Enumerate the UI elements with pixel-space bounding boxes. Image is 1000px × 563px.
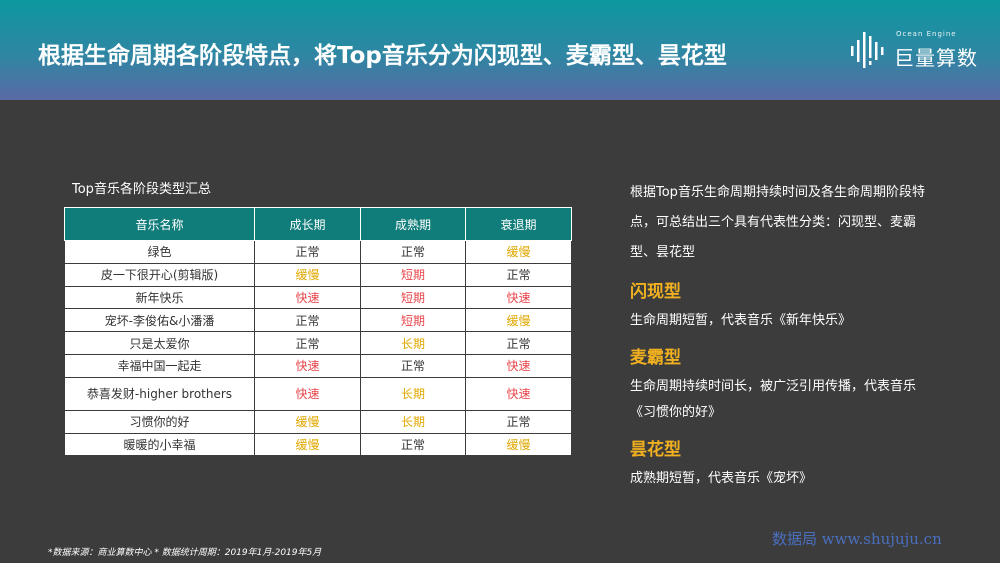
summary-panel: 根据Top音乐生命周期持续时间及各生命周期阶段特点，可总结出三个具有代表性分类：… — [630, 178, 930, 492]
cell-growth: 缓慢 — [254, 409, 361, 434]
logo-chinese-text: 巨量算数 — [894, 46, 978, 70]
cell-decline: 快速 — [465, 285, 572, 310]
logo-english-text: Ocean Engine — [896, 30, 957, 38]
category-flash: 闪现型 生命周期短暂，代表音乐《新年快乐》 — [630, 280, 930, 334]
header-music-name: 音乐名称 — [64, 207, 255, 241]
category-desc: 成熟期短暂，代表音乐《宠坏》 — [630, 471, 813, 486]
cell-decline: 快速 — [465, 376, 572, 411]
cell-growth: 缓慢 — [254, 432, 361, 457]
table-header-row: 音乐名称 成长期 成熟期 衰退期 — [64, 207, 572, 241]
table-row: 新年快乐 快速 短期 快速 — [64, 285, 572, 310]
category-desc: 生命周期持续时间长，被广泛引用传播，代表音乐《习惯你的好》 — [630, 379, 917, 420]
brand-logo: Ocean Engine 巨量算数 — [850, 28, 990, 72]
page-title: 根据生命周期各阶段特点，将Top音乐分为闪现型、麦霸型、昙花型 — [38, 43, 727, 69]
cell-decline: 缓慢 — [465, 308, 572, 333]
category-ephemeral: 昙花型 成熟期短暂，代表音乐《宠坏》 — [630, 438, 930, 492]
table-row: 恭喜发财-higher brothers 快速 长期 快速 — [64, 376, 572, 411]
cell-mature: 长期 — [360, 331, 466, 355]
cell-music-name: 皮一下很开心(剪辑版) — [64, 262, 255, 287]
cell-growth: 正常 — [254, 240, 361, 264]
cell-decline: 快速 — [465, 353, 572, 378]
data-source-footnote: *数据来源：商业算数中心 * 数据统计周期：2019年1月-2019年5月 — [48, 548, 322, 558]
cell-growth: 快速 — [254, 285, 361, 310]
header-decline: 衰退期 — [465, 207, 572, 241]
category-title: 麦霸型 — [630, 348, 681, 368]
cell-decline: 缓慢 — [465, 240, 572, 264]
table-row: 只是太爱你 正常 长期 正常 — [64, 331, 572, 355]
sound-wave-logo-icon — [851, 32, 884, 68]
table-row: 习惯你的好 缓慢 长期 正常 — [64, 409, 572, 434]
cell-growth: 缓慢 — [254, 262, 361, 287]
category-title: 闪现型 — [630, 282, 681, 302]
watermark-text: 数据局 www.shujuju.cn — [772, 530, 942, 548]
header-mature: 成熟期 — [360, 207, 466, 241]
cell-mature: 短期 — [360, 262, 466, 287]
cell-music-name: 习惯你的好 — [64, 409, 255, 434]
cell-music-name: 绿色 — [64, 240, 255, 264]
cell-music-name: 只是太爱你 — [64, 331, 255, 355]
summary-intro: 根据Top音乐生命周期持续时间及各生命周期阶段特点，可总结出三个具有代表性分类：… — [630, 185, 925, 260]
cell-decline: 缓慢 — [465, 432, 572, 457]
cell-music-name: 幸福中国一起走 — [64, 353, 255, 378]
table-row: 宠坏-李俊佑&小潘潘 正常 短期 缓慢 — [64, 308, 572, 333]
cell-decline: 正常 — [465, 262, 572, 287]
cell-decline: 正常 — [465, 409, 572, 434]
cell-growth: 正常 — [254, 308, 361, 333]
cell-mature: 正常 — [360, 432, 466, 457]
cell-mature: 短期 — [360, 308, 466, 333]
cell-growth: 快速 — [254, 376, 361, 411]
table-row: 暖暖的小幸福 缓慢 正常 缓慢 — [64, 432, 572, 457]
table-row: 皮一下很开心(剪辑版) 缓慢 短期 正常 — [64, 262, 572, 287]
header-banner: 根据生命周期各阶段特点，将Top音乐分为闪现型、麦霸型、昙花型 Ocean En… — [0, 0, 1000, 100]
cell-mature: 正常 — [360, 353, 466, 378]
header-growth: 成长期 — [254, 207, 361, 241]
category-mic: 麦霸型 生命周期持续时间长，被广泛引用传播，代表音乐《习惯你的好》 — [630, 346, 930, 426]
music-stage-table: 音乐名称 成长期 成熟期 衰退期 绿色 正常 正常 缓慢 皮一下很开心(剪辑版) 缓慢 短期… — [64, 207, 572, 457]
table-title: Top音乐各阶段类型汇总 — [72, 182, 211, 197]
table-row: 绿色 正常 正常 缓慢 — [64, 240, 572, 264]
cell-decline: 正常 — [465, 331, 572, 355]
cell-music-name: 暖暖的小幸福 — [64, 432, 255, 457]
cell-music-name: 宠坏-李俊佑&小潘潘 — [64, 308, 255, 333]
cell-mature: 短期 — [360, 285, 466, 310]
cell-growth: 快速 — [254, 353, 361, 378]
cell-music-name: 新年快乐 — [64, 285, 255, 310]
cell-music-name: 恭喜发财-higher brothers — [64, 376, 255, 411]
cell-growth: 正常 — [254, 331, 361, 355]
cell-mature: 正常 — [360, 240, 466, 264]
category-desc: 生命周期短暂，代表音乐《新年快乐》 — [630, 313, 852, 328]
table-row: 幸福中国一起走 快速 正常 快速 — [64, 353, 572, 378]
category-title: 昙花型 — [630, 440, 681, 460]
cell-mature: 长期 — [360, 376, 466, 411]
cell-mature: 长期 — [360, 409, 466, 434]
